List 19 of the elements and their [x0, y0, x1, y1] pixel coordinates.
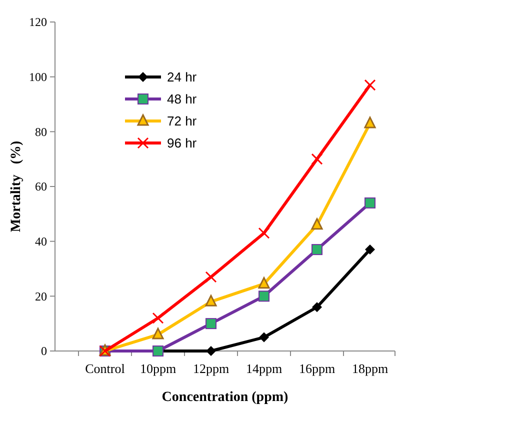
y-tick-label: 0 [41, 344, 47, 358]
x-tick-label: 16ppm [298, 361, 336, 376]
x-tick-label: 10ppm [140, 361, 176, 376]
x-axis-title: Concentration (ppm) [162, 390, 289, 405]
legend-label: 72 hr [167, 114, 198, 129]
x-tick-label: 14ppm [246, 361, 282, 376]
y-tick-label: 100 [29, 70, 47, 84]
x-tick-label: 12ppm [192, 361, 230, 376]
legend-label: 96 hr [167, 136, 198, 151]
y-tick-label: 20 [35, 289, 47, 304]
y-tick-label: 40 [35, 234, 47, 249]
x-tick-label: Control [85, 361, 126, 376]
legend-label: 48 hr [167, 92, 198, 107]
y-tick-label: 120 [29, 15, 47, 30]
x-tick-label: 18ppm [352, 361, 388, 376]
y-tick-label: 60 [35, 180, 47, 194]
y-axis-title: Mortality (%) [9, 140, 24, 232]
legend-label: 24 hr [167, 70, 198, 85]
y-tick-label: 80 [35, 124, 47, 139]
